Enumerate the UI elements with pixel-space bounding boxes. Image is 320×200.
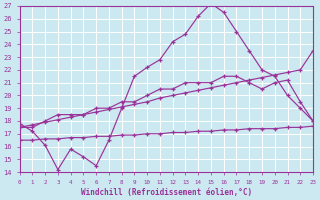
- X-axis label: Windchill (Refroidissement éolien,°C): Windchill (Refroidissement éolien,°C): [81, 188, 252, 197]
